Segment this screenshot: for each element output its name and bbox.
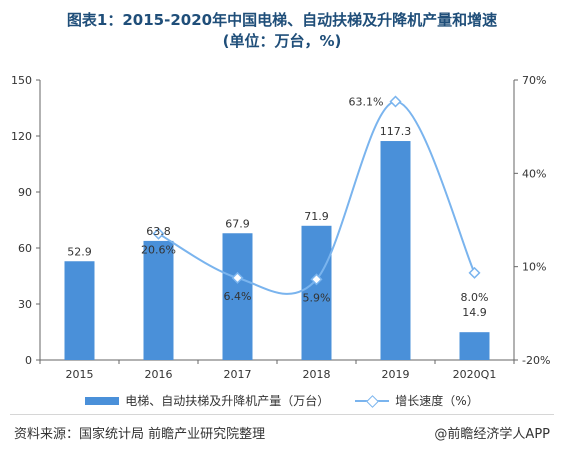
y-left-tick-label: 120 [11,130,32,143]
line-value-label: 20.6% [141,244,176,257]
line-value-label: 8.0% [461,291,489,304]
x-tick-label: 2015 [66,368,94,381]
y-left-tick-label: 0 [25,354,32,367]
growth-marker [468,266,481,279]
bar [143,240,174,360]
legend-item-growth: 增长速度（%） [355,392,479,409]
chart-title: 图表1：2015-2020年中国电梯、自动扶梯及升降机产量和增速 [66,11,498,29]
chart-subtitle: (单位：万台，%) [222,32,342,50]
growth-marker [389,95,402,108]
growth-marker [152,227,165,240]
y-left-tick-label: 90 [18,186,32,199]
legend-label-production: 电梯、自动扶梯及升降机产量（万台） [125,394,330,408]
x-tick-label: 2017 [224,368,252,381]
y-left-tick-label: 60 [18,242,32,255]
legend-item-production: 电梯、自动扶梯及升降机产量（万台） [85,392,329,409]
x-tick-label: 2020Q1 [453,368,497,381]
y-right-tick-label: 40% [522,167,546,180]
growth-marker [310,273,323,286]
bar [222,233,253,360]
growth-line [158,100,476,295]
bar [64,261,95,360]
legend-bar-swatch [85,396,120,405]
bar [459,332,490,360]
bar-value-label: 63.8 [146,225,171,238]
combo-chart: 0 30 60 90 120 150 -20% 10% 40% 70% 2015 2016 2017 20… [11,74,550,381]
line-value-label: 5.9% [303,291,331,304]
bar-value-label: 14.9 [462,306,487,319]
bar [380,141,411,360]
x-tick-label: 2018 [303,368,331,381]
y-left-tick-label: 150 [11,74,32,87]
bar-value-label: 67.9 [225,217,250,230]
credit-note: @前瞻经济学人APP [434,427,550,442]
legend-line-swatch [355,396,390,406]
x-tick-label: 2016 [145,368,173,381]
y-right-tick-label: 70% [522,74,546,87]
footer-divider [10,414,554,415]
bar-value-label: 117.3 [380,125,412,138]
y-left-tick-label: 30 [18,298,32,311]
y-right-tick-label: -20% [522,354,550,367]
legend: 电梯、自动扶梯及升降机产量（万台） 增长速度（%） [0,392,564,409]
bar-value-label: 52.9 [67,245,92,258]
y-right-tick-label: 10% [522,261,546,274]
bar [301,225,332,360]
line-value-label: 6.4% [224,290,252,303]
growth-marker [231,271,244,284]
source-note: 资料来源：国家统计局 前瞻产业研究院整理 [14,427,266,442]
bar-value-label: 71.9 [304,210,329,223]
x-tick-label: 2019 [382,368,410,381]
legend-label-growth: 增长速度（%） [395,394,479,408]
line-value-label: 63.1% [349,95,384,108]
